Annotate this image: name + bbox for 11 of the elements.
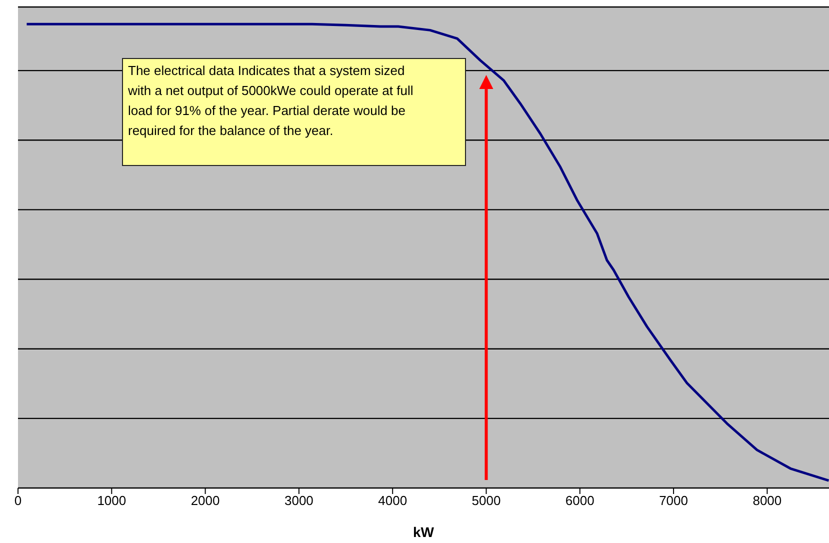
callout-box: The electrical data Indicates that a system sized with a net output of 5000kWe could operate at full load for 91% of the year. Partial derate would be required for the balance of the year. <box>122 58 466 166</box>
x-tick-label: 2000 <box>190 493 220 508</box>
x-tick-label: 1000 <box>97 493 126 508</box>
x-axis-title: kW <box>413 524 435 540</box>
x-tick-label: 0 <box>14 493 22 508</box>
x-tick-label: 5000 <box>472 493 501 508</box>
x-tick-label: 3000 <box>284 493 314 508</box>
x-tick-label: 7000 <box>659 493 688 508</box>
x-tick-label: 4000 <box>378 493 408 508</box>
x-tick-label: 8000 <box>752 493 782 508</box>
x-tick-label: 6000 <box>565 493 594 508</box>
